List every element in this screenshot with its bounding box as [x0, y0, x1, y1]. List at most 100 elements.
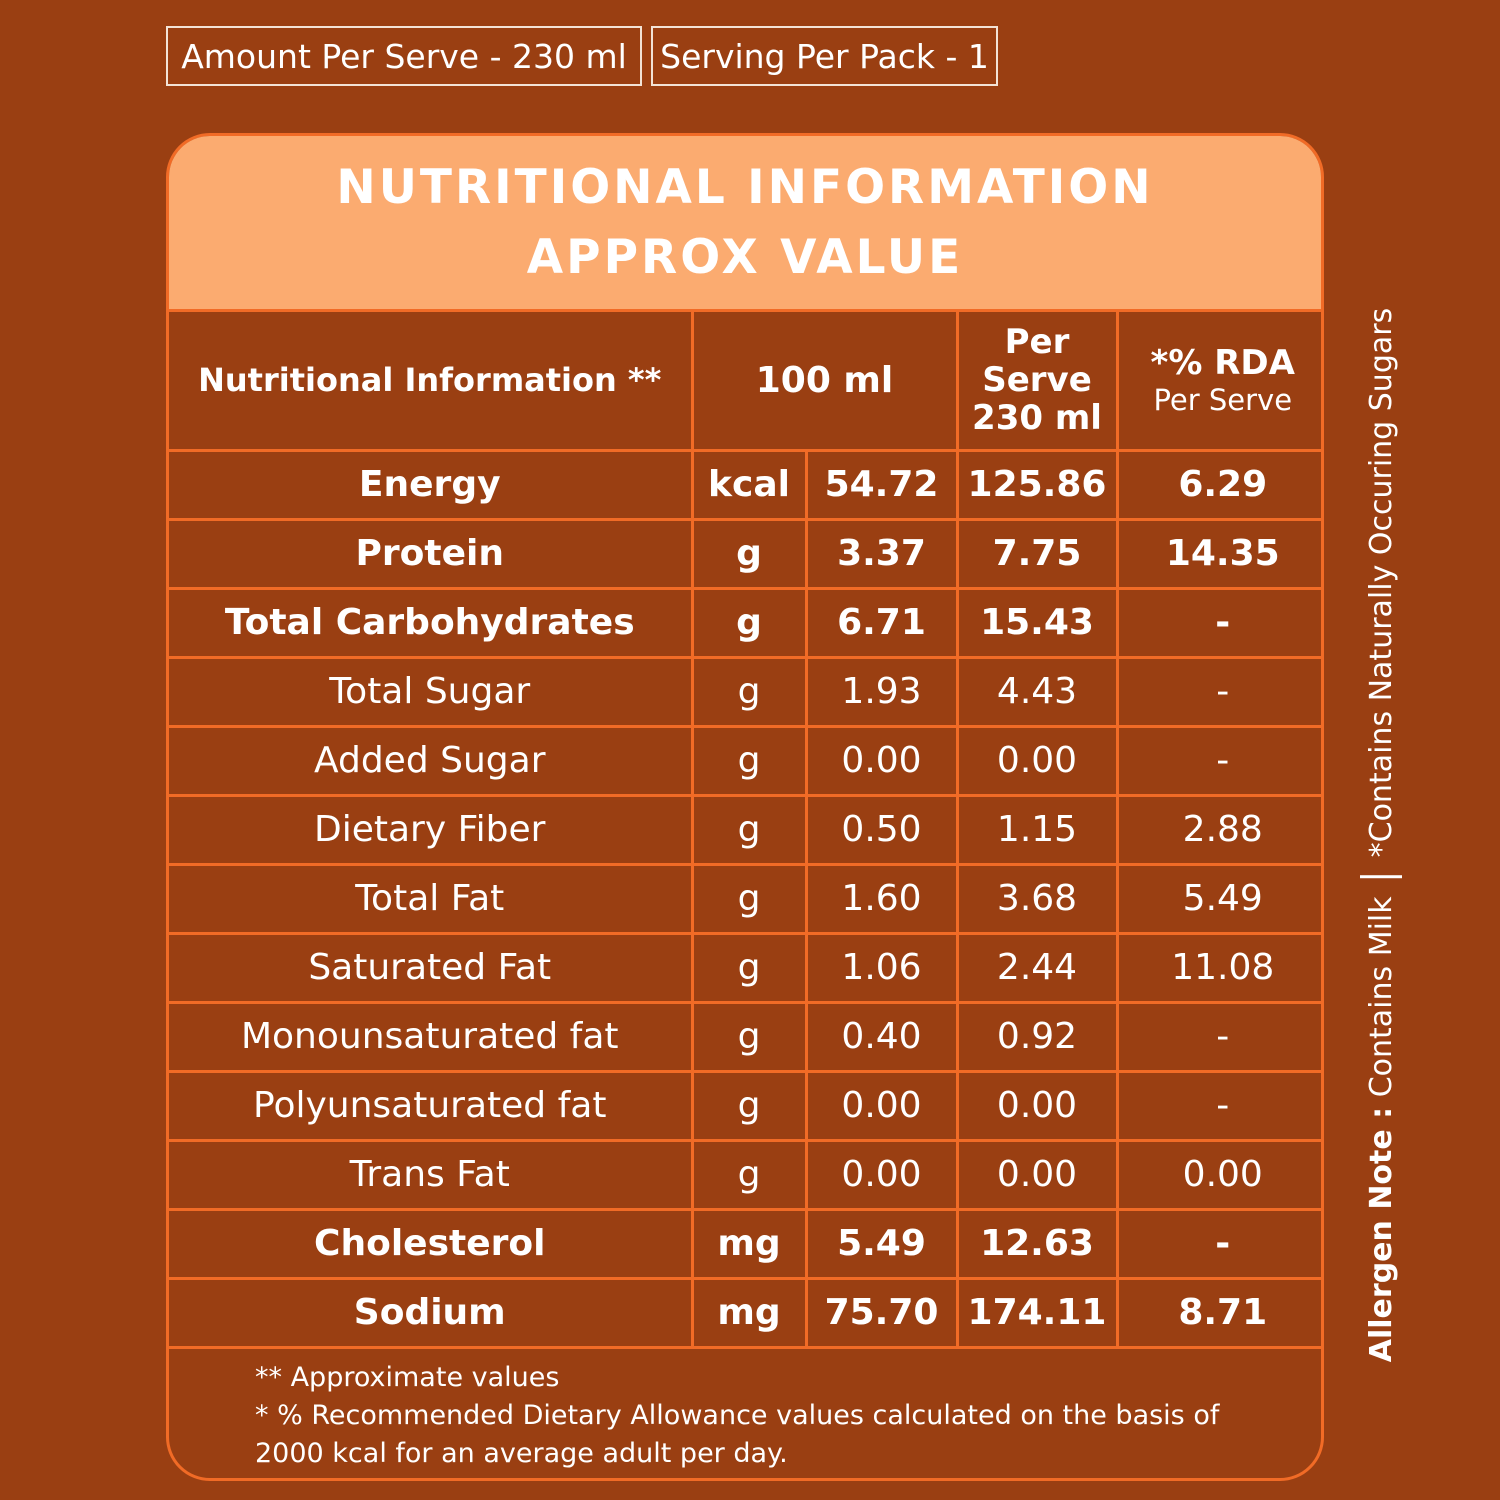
- nutrient-per-serve: 4.43: [955, 655, 1119, 728]
- table-row: Total Fat g 1.60 3.68 5.49: [169, 862, 1321, 935]
- nutrition-table: Nutritional Information ** 100 ml Per Se…: [169, 312, 1321, 1349]
- nutrient-rda: 0.00: [1115, 1138, 1321, 1211]
- nutrient-unit: kcal: [690, 448, 808, 521]
- nutrient-per100: 1.93: [804, 655, 959, 728]
- header-rda-title: *% RDA: [1150, 343, 1295, 384]
- header-nutritional-information: Nutritional Information **: [169, 312, 694, 452]
- header-per-serve-line1: Per: [1004, 322, 1070, 363]
- nutrient-unit: g: [690, 862, 808, 935]
- nutrient-name: Polyunsaturated fat: [169, 1069, 694, 1142]
- table-row: Energy kcal 54.72 125.86 6.29: [169, 448, 1321, 521]
- nutrient-unit: g: [690, 793, 808, 866]
- header-per-serve-line2: Serve: [982, 360, 1092, 401]
- header-per-serve-line3: 230 ml: [972, 398, 1102, 439]
- nutrient-unit: mg: [690, 1207, 808, 1280]
- nutrient-name: Energy: [169, 448, 694, 521]
- table-row: Sodium mg 75.70 174.11 8.71: [169, 1276, 1321, 1349]
- nutrient-per-serve: 174.11: [955, 1276, 1119, 1349]
- nutrient-name: Total Sugar: [169, 655, 694, 728]
- footnote-rda-line1: * % Recommended Dietary Allowance values…: [255, 1399, 1220, 1431]
- nutrient-unit: g: [690, 1069, 808, 1142]
- table-row: Dietary Fiber g 0.50 1.15 2.88: [169, 793, 1321, 866]
- table-row: Total Sugar g 1.93 4.43 -: [169, 655, 1321, 728]
- nutrient-per100: 0.40: [804, 1000, 959, 1073]
- table-row: Cholesterol mg 5.49 12.63 -: [169, 1207, 1321, 1280]
- nutrient-per-serve: 15.43: [955, 586, 1119, 659]
- nutrient-name: Sodium: [169, 1276, 694, 1349]
- header-100ml: 100 ml: [690, 312, 959, 452]
- nutrient-rda: 14.35: [1115, 517, 1321, 590]
- nutrient-name: Saturated Fat: [169, 931, 694, 1004]
- nutrient-name: Cholesterol: [169, 1207, 694, 1280]
- nutrient-unit: g: [690, 655, 808, 728]
- nutrient-per-serve: 0.92: [955, 1000, 1119, 1073]
- nutrient-per100: 0.00: [804, 1138, 959, 1211]
- nutrient-unit: g: [690, 586, 808, 659]
- header-rda: *% RDA Per Serve: [1115, 312, 1321, 452]
- table-header-row: Nutritional Information ** 100 ml Per Se…: [169, 312, 1321, 452]
- nutrient-rda: 8.71: [1115, 1276, 1321, 1349]
- panel-title-line2: APPROX VALUE: [526, 229, 964, 285]
- nutrient-name: Trans Fat: [169, 1138, 694, 1211]
- nutrient-rda: 2.88: [1115, 793, 1321, 866]
- nutrient-unit: g: [690, 1138, 808, 1211]
- side-note-divider: [1360, 875, 1402, 879]
- nutrient-per-serve: 0.00: [955, 724, 1119, 797]
- table-row: Added Sugar g 0.00 0.00 -: [169, 724, 1321, 797]
- nutrient-per100: 0.00: [804, 1069, 959, 1142]
- footnote-rda-line2: 2000 kcal for an average adult per day.: [255, 1437, 788, 1469]
- table-row: Total Carbohydrates g 6.71 15.43 -: [169, 586, 1321, 659]
- table-row: Trans Fat g 0.00 0.00 0.00: [169, 1138, 1321, 1211]
- amount-per-serve-box: Amount Per Serve - 230 ml: [166, 26, 642, 86]
- nutrient-per100: 6.71: [804, 586, 959, 659]
- table-row: Protein g 3.37 7.75 14.35: [169, 517, 1321, 590]
- allergen-side-note: Allergen Note : Contains Milk *Contains …: [1360, 308, 1402, 1362]
- nutrient-unit: g: [690, 724, 808, 797]
- nutrient-unit: g: [690, 1000, 808, 1073]
- nutrient-name: Monounsaturated fat: [169, 1000, 694, 1073]
- nutrient-per100: 1.60: [804, 862, 959, 935]
- nutrient-per100: 0.50: [804, 793, 959, 866]
- nutrient-name: Total Fat: [169, 862, 694, 935]
- nutrient-per-serve: 0.00: [955, 1069, 1119, 1142]
- nutrient-per100: 54.72: [804, 448, 959, 521]
- table-row: Polyunsaturated fat g 0.00 0.00 -: [169, 1069, 1321, 1142]
- nutrient-rda: -: [1115, 1000, 1321, 1073]
- nutrient-per-serve: 1.15: [955, 793, 1119, 866]
- nutrient-per100: 3.37: [804, 517, 959, 590]
- nutrient-rda: 5.49: [1115, 862, 1321, 935]
- nutrient-name: Dietary Fiber: [169, 793, 694, 866]
- nutrient-per100: 1.06: [804, 931, 959, 1004]
- serving-per-pack-text: Serving Per Pack - 1: [660, 36, 989, 76]
- nutrient-per100: 75.70: [804, 1276, 959, 1349]
- serving-per-pack-box: Serving Per Pack - 1: [651, 26, 998, 86]
- nutrient-per100: 5.49: [804, 1207, 959, 1280]
- header-per-serve: Per Serve 230 ml: [955, 312, 1119, 452]
- nutrient-per-serve: 7.75: [955, 517, 1119, 590]
- nutrient-unit: mg: [690, 1276, 808, 1349]
- nutrient-name: Added Sugar: [169, 724, 694, 797]
- nutrient-unit: g: [690, 517, 808, 590]
- allergen-note-text: Contains Milk: [1363, 896, 1399, 1107]
- table-row: Monounsaturated fat g 0.40 0.92 -: [169, 1000, 1321, 1073]
- nutrient-name: Protein: [169, 517, 694, 590]
- nutrient-per-serve: 0.00: [955, 1138, 1119, 1211]
- nutrient-unit: g: [690, 931, 808, 1004]
- nutrient-rda: -: [1115, 586, 1321, 659]
- nutrient-name: Total Carbohydrates: [169, 586, 694, 659]
- nutrient-rda: -: [1115, 724, 1321, 797]
- panel-title-line1: NUTRITIONAL INFORMATION: [336, 159, 1154, 215]
- nutrient-rda: -: [1115, 1069, 1321, 1142]
- nutrient-per-serve: 2.44: [955, 931, 1119, 1004]
- nutrient-per100: 0.00: [804, 724, 959, 797]
- nutrient-per-serve: 125.86: [955, 448, 1119, 521]
- header-rda-subtitle: Per Serve: [1153, 383, 1293, 418]
- table-row: Saturated Fat g 1.06 2.44 11.08: [169, 931, 1321, 1004]
- amount-per-serve-text: Amount Per Serve - 230 ml: [181, 36, 627, 76]
- nutrient-rda: -: [1115, 1207, 1321, 1280]
- nutrient-rda: -: [1115, 655, 1321, 728]
- natural-sugars-note: *Contains Naturally Occuring Sugars: [1363, 307, 1399, 858]
- nutrient-rda: 11.08: [1115, 931, 1321, 1004]
- panel-header: NUTRITIONAL INFORMATION APPROX VALUE: [169, 136, 1321, 312]
- allergen-note-label: Allergen Note :: [1363, 1106, 1399, 1363]
